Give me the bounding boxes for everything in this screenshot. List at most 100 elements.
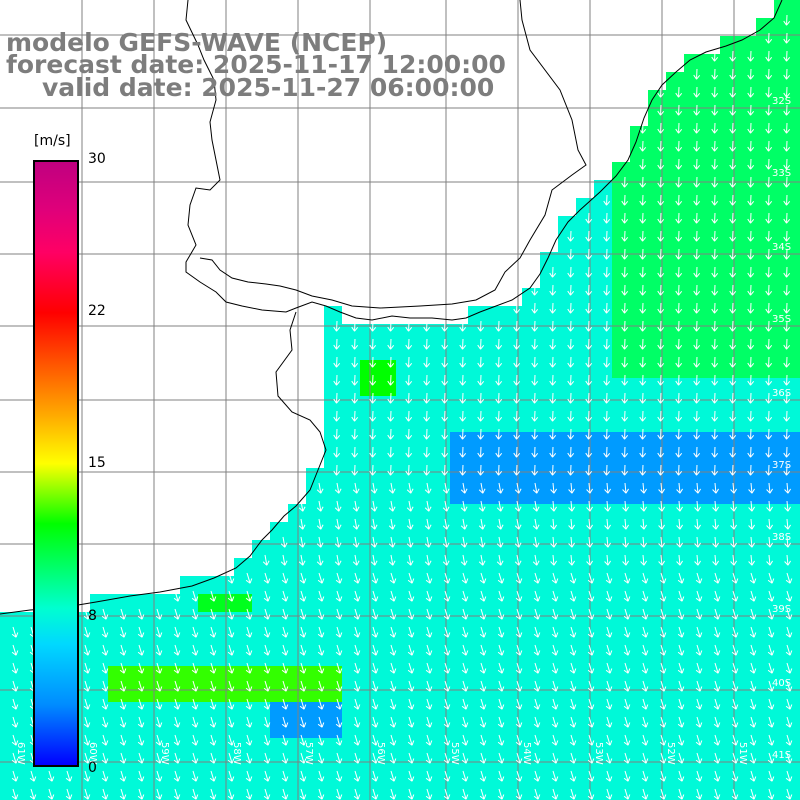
wind-arrow	[406, 500, 414, 512]
ocean-cell	[612, 738, 630, 756]
wind-arrow	[785, 716, 793, 728]
wind-arrow	[351, 374, 359, 386]
wind-arrow	[749, 770, 757, 782]
wind-arrow	[676, 554, 683, 566]
ocean-cell	[666, 72, 684, 90]
wind-arrow	[567, 230, 575, 242]
ocean-cell	[432, 360, 450, 378]
ocean-cell	[18, 630, 36, 648]
ocean-cell	[648, 684, 666, 702]
ocean-cell	[594, 702, 612, 720]
wind-arrow	[711, 140, 719, 152]
ocean-cell	[360, 342, 378, 360]
wind-arrow	[137, 662, 145, 674]
wind-arrow	[641, 788, 649, 800]
wind-arrow	[605, 770, 613, 782]
ocean-cell	[180, 774, 198, 792]
ocean-cell	[792, 126, 800, 144]
ocean-cell	[720, 774, 738, 792]
wind-arrow	[729, 68, 737, 80]
ocean-cell	[342, 630, 360, 648]
wind-arrow	[749, 626, 757, 638]
ocean-cell	[288, 774, 306, 792]
ocean-cell	[720, 180, 738, 198]
ocean-cell	[360, 504, 378, 522]
ocean-cell	[792, 414, 800, 432]
wind-arrow	[351, 410, 359, 422]
wind-arrow	[531, 392, 539, 404]
wind-arrow	[675, 338, 683, 350]
colorbar-tick-label: 15	[88, 455, 106, 471]
wind-arrow	[729, 428, 737, 440]
ocean-cell	[702, 360, 720, 378]
wind-arrow	[550, 554, 557, 566]
latitude-label: 37S	[772, 460, 791, 471]
ocean-cell	[0, 702, 18, 720]
wind-arrow	[423, 320, 431, 332]
ocean-cell	[576, 306, 594, 324]
wind-arrow	[423, 374, 431, 386]
wind-arrow	[299, 626, 307, 638]
wind-arrow	[731, 572, 739, 584]
ocean-cell	[684, 108, 702, 126]
ocean-cell	[360, 432, 378, 450]
ocean-cell	[540, 630, 558, 648]
ocean-cell	[594, 396, 612, 414]
wind-arrow	[389, 662, 397, 674]
ocean-cell	[756, 414, 774, 432]
wind-arrow	[621, 212, 629, 224]
wind-arrow	[423, 464, 431, 476]
ocean-cell	[612, 324, 630, 342]
ocean-cell	[702, 612, 720, 630]
wind-arrow	[784, 554, 791, 566]
ocean-cell	[162, 774, 180, 792]
wind-arrow	[765, 140, 773, 152]
wind-arrow	[569, 608, 577, 620]
ocean-cell	[522, 540, 540, 558]
wind-arrow	[783, 392, 791, 404]
ocean-cell	[666, 198, 684, 216]
ocean-cell	[630, 630, 648, 648]
ocean-cell	[540, 576, 558, 594]
ocean-cell	[684, 432, 702, 450]
wind-arrow	[443, 662, 451, 674]
ocean-cell	[36, 792, 54, 800]
wind-arrow	[513, 464, 521, 476]
ocean-cell	[648, 306, 666, 324]
ocean-cell	[756, 162, 774, 180]
ocean-cell	[432, 450, 450, 468]
wind-arrow	[369, 374, 377, 386]
ocean-cell	[522, 720, 540, 738]
wind-arrow	[479, 752, 487, 764]
wind-arrow	[784, 482, 791, 494]
wind-arrow	[693, 302, 701, 314]
wind-arrow	[659, 680, 667, 692]
ocean-cell	[522, 612, 540, 630]
ocean-cell	[180, 630, 198, 648]
ocean-cell	[648, 450, 666, 468]
ocean-cell	[756, 504, 774, 522]
latitude-label: 32S	[772, 96, 791, 107]
ocean-cell	[612, 378, 630, 396]
ocean-cell	[630, 252, 648, 270]
wind-arrow	[137, 752, 145, 764]
wind-arrow	[767, 788, 775, 800]
wind-arrow	[585, 410, 593, 422]
wind-arrow	[101, 698, 109, 710]
ocean-cell	[414, 378, 432, 396]
wind-arrow	[497, 680, 505, 692]
wind-arrow	[370, 518, 378, 530]
ocean-cell	[270, 612, 288, 630]
ocean-cell	[270, 558, 288, 576]
longitude-label: 61W	[15, 742, 26, 765]
ocean-cell	[756, 306, 774, 324]
wind-arrow	[83, 644, 91, 656]
wind-arrow	[11, 734, 19, 746]
ocean-cell	[648, 270, 666, 288]
ocean-cell	[702, 324, 720, 342]
ocean-cell	[792, 270, 800, 288]
wind-arrow	[785, 734, 793, 746]
wind-arrow	[695, 788, 703, 800]
wind-arrow	[586, 500, 593, 512]
